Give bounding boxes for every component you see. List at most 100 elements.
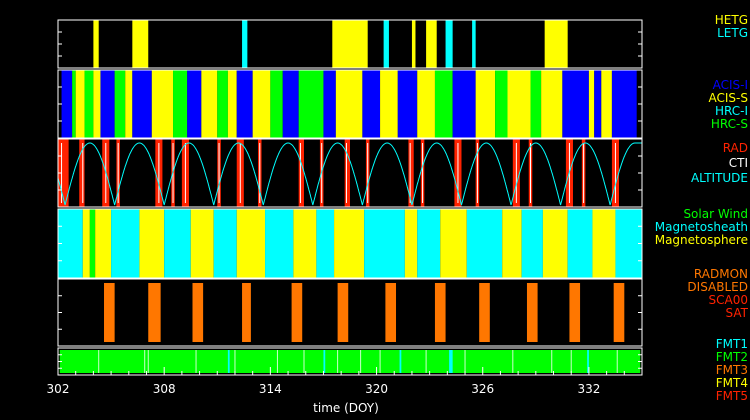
legend-solar-wind: Solar Wind xyxy=(683,207,748,221)
radmon-segment xyxy=(242,283,251,342)
grating-segment xyxy=(242,20,248,68)
panel-environment xyxy=(57,208,643,279)
environment-segment xyxy=(502,209,522,278)
instrument-segment xyxy=(611,70,637,138)
environment-segment xyxy=(111,209,140,278)
environment-segment xyxy=(139,209,165,278)
legend-cti: CTI xyxy=(729,156,748,170)
environment-segment xyxy=(236,209,266,278)
instrument-segment xyxy=(475,70,496,138)
environment-segment xyxy=(466,209,503,278)
x-tick-label: 320 xyxy=(365,382,388,396)
instrument-segment xyxy=(100,70,115,138)
panel-radiation xyxy=(57,138,643,208)
environment-segment xyxy=(334,209,365,278)
panel-frame xyxy=(57,278,643,347)
environment-segment xyxy=(615,209,642,278)
instrument-segment xyxy=(132,70,152,138)
instrument-segment xyxy=(125,70,133,138)
instrument-segment xyxy=(362,70,381,138)
grating-segment xyxy=(544,20,568,68)
altitude-curve xyxy=(57,142,642,206)
instrument-segment xyxy=(541,70,563,138)
environment-segment xyxy=(190,209,214,278)
legend-altitude: ALTITUDE xyxy=(691,171,748,185)
legend-hetg: HETG xyxy=(715,13,748,27)
x-tick-label: 314 xyxy=(259,382,282,396)
instrument-segment xyxy=(434,70,453,138)
x-tick-label: 302 xyxy=(47,382,70,396)
legend-hrc-s: HRC-S xyxy=(711,117,748,131)
legend-fmt3: FMT3 xyxy=(716,363,748,377)
environment-segment xyxy=(592,209,616,278)
instrument-segment xyxy=(61,70,73,138)
environment-segment xyxy=(58,209,83,278)
x-tick-label: 308 xyxy=(153,382,176,396)
radiation-segment xyxy=(79,139,85,207)
radiation-segment xyxy=(58,139,69,207)
instrument-segment xyxy=(201,70,218,138)
environment-segment xyxy=(316,209,335,278)
environment-segment xyxy=(95,209,112,278)
x-tick-label: 326 xyxy=(471,382,494,396)
environment-segment xyxy=(404,209,418,278)
legend-fmt2: FMT2 xyxy=(716,350,748,364)
instrument-segment xyxy=(530,70,542,138)
instrument-segment xyxy=(335,70,363,138)
grating-segment xyxy=(93,20,99,68)
panel-grating xyxy=(57,19,643,69)
legend-acis-i: ACIS-I xyxy=(713,78,748,92)
legend-disabled: DISABLED xyxy=(687,280,748,294)
legend-radmon: RADMON xyxy=(694,267,748,281)
instrument-segment xyxy=(495,70,508,138)
instrument-segment xyxy=(417,70,435,138)
instrument-segment xyxy=(588,70,595,138)
radmon-segment xyxy=(434,283,446,342)
format-segment xyxy=(323,350,326,373)
radmon-segment xyxy=(192,283,204,342)
legend-letg: LETG xyxy=(717,26,748,40)
instrument-segment xyxy=(187,70,202,138)
environment-segment xyxy=(542,209,568,278)
format-segment xyxy=(587,350,589,373)
environment-segment xyxy=(521,209,543,278)
instrument-segment xyxy=(72,70,76,138)
instrument-segment xyxy=(173,70,188,138)
legend-magnetosphere: Magnetosphere xyxy=(655,233,748,247)
instrument-segment xyxy=(452,70,476,138)
format-segment xyxy=(449,350,453,373)
grating-segment xyxy=(132,20,149,68)
instrument-segment xyxy=(562,70,589,138)
legend-fmt4: FMT4 xyxy=(716,376,748,390)
radiation-segment xyxy=(408,139,414,207)
radmon-segment xyxy=(479,283,490,342)
instrument-segment xyxy=(93,70,101,138)
legend-hrc-i: HRC-I xyxy=(715,104,748,118)
instrument-segment xyxy=(397,70,418,138)
instrument-segment xyxy=(380,70,398,138)
legend-sca00: SCA00 xyxy=(709,293,748,307)
radmon-segment xyxy=(104,283,115,342)
environment-segment xyxy=(89,209,96,278)
instrument-segment xyxy=(298,70,324,138)
radmon-segment xyxy=(613,283,625,342)
instrument-segment xyxy=(75,70,85,138)
x-axis: 302 308 314 320 326 332 xyxy=(47,367,643,396)
panels-layer xyxy=(57,19,643,376)
instrument-segment xyxy=(217,70,228,138)
radiation-segment xyxy=(344,139,350,207)
x-axis-label: time (DOY) xyxy=(313,401,379,415)
legend-acis-s: ACIS-S xyxy=(709,91,748,105)
radmon-segment xyxy=(148,283,161,342)
environment-segment xyxy=(293,209,317,278)
radiation-segment xyxy=(298,139,304,207)
instrument-segment xyxy=(114,70,126,138)
instrument-segment xyxy=(84,70,94,138)
grating-segment xyxy=(411,20,416,68)
environment-segment xyxy=(82,209,90,278)
environment-segment xyxy=(417,209,441,278)
legend-sat: SAT xyxy=(726,306,749,320)
legend-fmt1: FMT1 xyxy=(716,337,748,351)
